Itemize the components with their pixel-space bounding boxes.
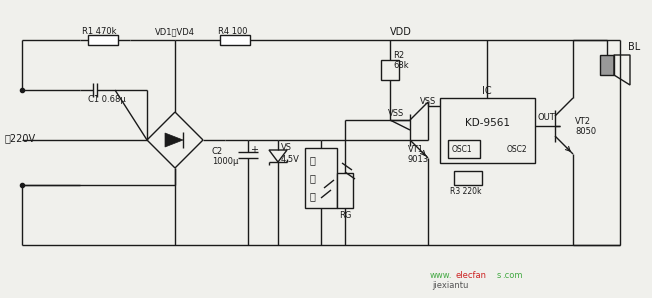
Text: 4.5V: 4.5V xyxy=(281,156,300,164)
Bar xyxy=(440,98,535,163)
Text: C1 0.68μ: C1 0.68μ xyxy=(88,95,126,105)
Text: OSC2: OSC2 xyxy=(507,145,527,153)
Text: R1 470k: R1 470k xyxy=(82,27,117,36)
Text: R2: R2 xyxy=(393,50,404,60)
Bar xyxy=(88,35,118,45)
Bar xyxy=(448,140,480,158)
Polygon shape xyxy=(165,133,183,147)
Text: ～220V: ～220V xyxy=(5,133,36,143)
Text: R4 100: R4 100 xyxy=(218,27,248,36)
Bar xyxy=(454,171,482,185)
Text: VSS: VSS xyxy=(388,109,404,119)
Text: elecfan: elecfan xyxy=(455,271,486,280)
Text: IC: IC xyxy=(482,86,492,96)
Text: VSS: VSS xyxy=(420,97,436,106)
Text: 68k: 68k xyxy=(393,60,409,69)
Text: VDD: VDD xyxy=(390,27,412,37)
Text: RG: RG xyxy=(339,212,351,221)
Bar xyxy=(220,35,250,45)
Text: +: + xyxy=(250,145,258,155)
Text: 1000μ: 1000μ xyxy=(212,158,239,167)
Bar xyxy=(381,60,399,80)
Text: 9013: 9013 xyxy=(408,156,429,164)
Bar xyxy=(337,173,353,208)
Text: jiexiantu: jiexiantu xyxy=(432,280,468,289)
Text: VT1: VT1 xyxy=(408,145,424,154)
Text: VT2: VT2 xyxy=(575,117,591,125)
Text: .com: .com xyxy=(502,271,522,280)
Text: R3 220k: R3 220k xyxy=(450,187,481,195)
Text: www.: www. xyxy=(430,271,452,280)
Text: VS: VS xyxy=(281,144,292,153)
Text: C2: C2 xyxy=(212,148,223,156)
Text: BL: BL xyxy=(628,42,640,52)
Bar xyxy=(600,55,614,75)
Text: 光: 光 xyxy=(310,173,316,183)
Bar xyxy=(305,148,337,208)
Text: OSC1: OSC1 xyxy=(452,145,473,153)
Text: 8050: 8050 xyxy=(575,126,596,136)
Text: OUT: OUT xyxy=(537,114,555,122)
Text: VD1～VD4: VD1～VD4 xyxy=(155,27,195,36)
Text: s: s xyxy=(497,271,501,280)
Text: KD-9561: KD-9561 xyxy=(464,118,509,128)
Text: 器: 器 xyxy=(310,191,316,201)
Text: 激: 激 xyxy=(310,155,316,165)
